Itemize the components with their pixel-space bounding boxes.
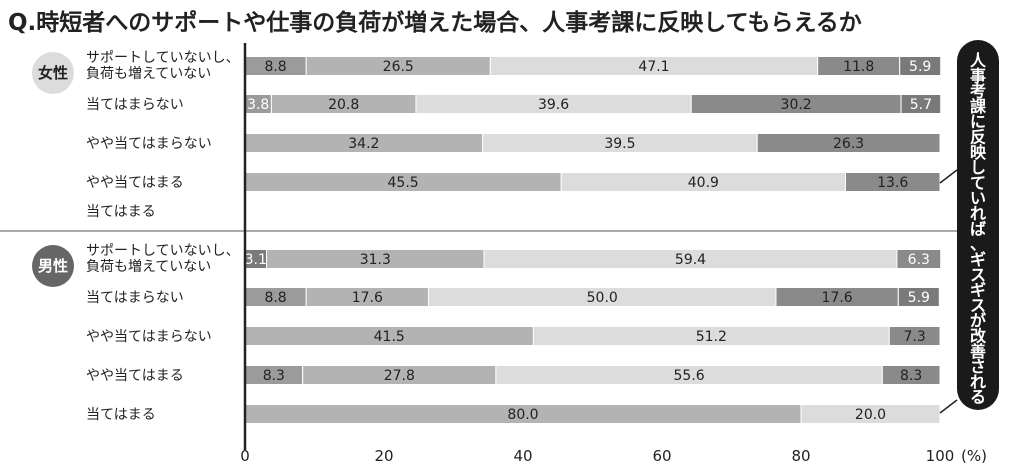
side-note-char: れ xyxy=(970,204,986,223)
side-note-char: し xyxy=(970,158,986,177)
data-label: 51.2 xyxy=(696,329,727,345)
side-note-char: 考 xyxy=(970,82,986,101)
data-label: 26.5 xyxy=(383,59,414,75)
row-label: サポートしていないし、 xyxy=(86,50,240,66)
side-note-char: ば xyxy=(970,219,986,238)
data-label: 40.9 xyxy=(688,175,719,191)
bar-segment xyxy=(899,56,942,76)
data-label: 41.5 xyxy=(374,329,405,345)
chart-title: Q.時短者へのサポートや仕事の負荷が増えた場合、人事考課に反映してもらえるか xyxy=(8,9,862,36)
x-tick-label: 40 xyxy=(513,447,532,465)
side-note-char: 人 xyxy=(970,51,987,70)
data-label: 47.1 xyxy=(638,59,669,75)
row-label: やや当てはまらない xyxy=(86,329,212,345)
side-note-char: て xyxy=(970,173,986,192)
data-label: 39.5 xyxy=(604,136,635,152)
x-tick-label: 0 xyxy=(240,447,250,465)
side-note-char: 善 xyxy=(970,342,986,361)
data-label: 80.0 xyxy=(507,407,538,423)
side-note-char: 事 xyxy=(970,66,986,85)
bar-segment xyxy=(897,287,940,307)
row-label: やや当てはまる xyxy=(86,368,184,384)
row-label: 負荷も増えていない xyxy=(86,66,211,82)
bar-segment xyxy=(844,172,941,192)
data-label: 3.8 xyxy=(247,97,269,113)
bar-segment xyxy=(888,326,941,346)
data-label: 39.6 xyxy=(538,97,569,113)
bar-segment xyxy=(881,365,941,385)
data-label: 8.3 xyxy=(900,368,922,384)
x-tick-label: 20 xyxy=(374,447,393,465)
data-label: 17.6 xyxy=(352,290,383,306)
data-label: 17.6 xyxy=(822,290,853,306)
data-label: 50.0 xyxy=(587,290,618,306)
data-label: 3.1 xyxy=(245,252,267,268)
x-tick-label: 100 xyxy=(926,447,955,465)
data-label: 8.8 xyxy=(264,59,286,75)
row-label: やや当てはまる xyxy=(86,175,184,191)
side-note-char: 映 xyxy=(970,143,987,162)
side-note-char: 、 xyxy=(970,235,986,254)
data-label: 8.3 xyxy=(263,368,285,384)
data-label: 5.7 xyxy=(910,97,932,113)
data-label: 55.6 xyxy=(674,368,705,384)
side-note-pointer xyxy=(939,169,958,184)
group-label: 男性 xyxy=(38,257,68,275)
bar-segment xyxy=(896,249,942,269)
row-label: 当てはまらない xyxy=(86,97,184,113)
row-label: 当てはまらない xyxy=(86,290,184,306)
data-label: 5.9 xyxy=(909,59,931,75)
row-label: 当てはまる xyxy=(86,407,156,423)
data-label: 11.8 xyxy=(843,59,874,75)
side-note-char: に xyxy=(970,112,986,131)
data-label: 59.4 xyxy=(675,252,706,268)
data-label: 26.3 xyxy=(833,136,864,152)
side-note-char: ギ xyxy=(970,281,986,300)
row-label: サポートしていないし、 xyxy=(86,243,240,259)
group-label: 女性 xyxy=(38,64,68,82)
side-note-char: ス xyxy=(970,296,986,315)
data-label: 20.8 xyxy=(328,97,359,113)
data-label: 20.0 xyxy=(855,407,886,423)
bar-segment xyxy=(900,94,942,114)
data-label: 6.3 xyxy=(908,252,930,268)
side-note-char: ス xyxy=(970,265,986,284)
side-note-background xyxy=(957,40,999,410)
bar-segment xyxy=(756,133,941,153)
side-note-pointer xyxy=(939,399,958,414)
bar-segment xyxy=(800,404,941,424)
side-note-char: が xyxy=(970,311,986,330)
side-note-char: 課 xyxy=(970,97,987,116)
row-label: 当てはまる xyxy=(86,204,156,220)
side-note-char: さ xyxy=(970,357,986,376)
data-label: 30.2 xyxy=(781,97,812,113)
data-label: 34.2 xyxy=(348,136,379,152)
side-note-char: る xyxy=(970,388,986,407)
x-tick-label: 60 xyxy=(652,447,671,465)
x-unit-label: (%) xyxy=(961,447,987,465)
data-label: 45.5 xyxy=(388,175,419,191)
data-label: 8.8 xyxy=(264,290,286,306)
row-label: 負荷も増えていない xyxy=(86,259,211,275)
side-note-char: 改 xyxy=(970,326,987,345)
side-note-char: れ xyxy=(970,372,986,391)
side-note-char: い xyxy=(970,189,986,208)
side-note-char: 反 xyxy=(970,128,986,147)
row-label: やや当てはまらない xyxy=(86,136,212,152)
data-label: 5.9 xyxy=(908,290,930,306)
data-label: 7.3 xyxy=(903,329,925,345)
group-badge xyxy=(32,52,74,94)
data-label: 27.8 xyxy=(384,368,415,384)
group-badge xyxy=(32,245,74,287)
data-label: 31.3 xyxy=(360,252,391,268)
side-note-char: ギ xyxy=(970,250,986,269)
x-tick-label: 80 xyxy=(791,447,810,465)
data-label: 13.6 xyxy=(877,175,908,191)
